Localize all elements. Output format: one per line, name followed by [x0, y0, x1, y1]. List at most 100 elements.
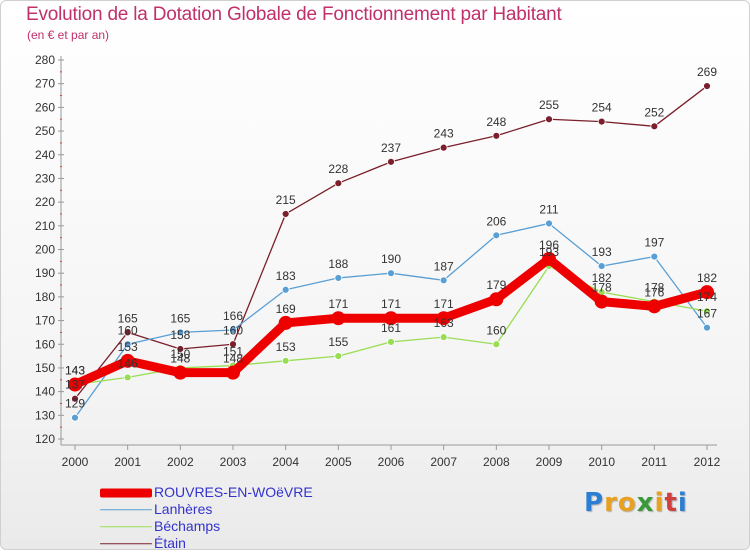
- y-tick-label: 280: [35, 53, 55, 67]
- data-label: 182: [592, 271, 612, 285]
- data-label: 166: [223, 309, 243, 323]
- x-tick-label: 2010: [588, 455, 615, 469]
- y-tick-label: 200: [35, 243, 55, 257]
- x-tick-label: 2006: [378, 455, 405, 469]
- y-tick-label: 210: [35, 219, 55, 233]
- data-label: 215: [276, 193, 296, 207]
- y-tick-label: 150: [35, 361, 55, 375]
- data-label: 248: [486, 115, 506, 129]
- data-label: 161: [381, 321, 401, 335]
- data-point: [68, 377, 82, 392]
- data-label: 160: [118, 323, 138, 337]
- data-point: [700, 285, 714, 300]
- data-label: 148: [170, 352, 190, 366]
- data-label: 153: [118, 340, 138, 354]
- data-point: [492, 131, 501, 140]
- data-point: [176, 345, 185, 353]
- data-label: 151: [223, 345, 243, 359]
- data-point: [545, 219, 553, 228]
- data-label: 150: [170, 347, 190, 361]
- data-label: 193: [592, 245, 612, 259]
- x-tick-label: 2012: [694, 455, 721, 469]
- proxiti-logo: Proxiti: [584, 488, 688, 518]
- series-3: [71, 82, 711, 403]
- y-tick-label: 220: [35, 195, 55, 209]
- series-0: [68, 251, 714, 392]
- data-point: [120, 353, 135, 368]
- data-labels: 137 165 158 160 215 228 237 243 248 255 254 252 269 1…: [65, 65, 717, 411]
- data-point: [703, 82, 711, 90]
- data-point: [176, 328, 185, 337]
- y-tick-label: 270: [35, 77, 55, 91]
- data-label: 188: [328, 257, 348, 271]
- x-tick-label: 2004: [272, 455, 299, 469]
- data-point: [334, 274, 343, 282]
- x-tick-label: 2003: [220, 455, 247, 469]
- data-point: [703, 323, 711, 332]
- data-point: [226, 365, 240, 380]
- legend-swatch: [100, 542, 152, 545]
- data-label: 187: [434, 259, 454, 273]
- data-point: [703, 307, 711, 315]
- x-tick-label: 2008: [483, 455, 510, 469]
- data-point: [71, 413, 79, 422]
- data-label: 160: [223, 323, 243, 337]
- data-label: 171: [434, 297, 454, 311]
- y-tick-label: 190: [35, 266, 55, 280]
- data-label: 269: [697, 65, 717, 79]
- data-point: [436, 311, 451, 326]
- data-label: 197: [644, 236, 664, 250]
- data-point: [439, 333, 448, 342]
- data-point: [439, 276, 448, 285]
- legend-label: Lanhères: [154, 501, 213, 517]
- data-point: [71, 394, 79, 403]
- data-label: 190: [381, 252, 401, 266]
- data-point: [281, 356, 290, 365]
- data-point: [278, 315, 293, 330]
- data-label: 148: [223, 352, 243, 366]
- y-tick-label: 130: [35, 408, 55, 422]
- data-label: 196: [539, 238, 559, 252]
- data-label: 228: [328, 162, 348, 176]
- data-label: 255: [539, 98, 559, 112]
- data-label: 178: [644, 281, 664, 295]
- legend-label: ROUVRES-EN-WOëVRE: [154, 484, 313, 500]
- data-point: [281, 285, 290, 294]
- data-label: 183: [276, 269, 296, 283]
- data-label: 163: [434, 316, 454, 330]
- data-label: 254: [592, 101, 612, 115]
- data-label: 165: [118, 311, 138, 325]
- data-label: 169: [276, 302, 296, 316]
- legend-swatch: [100, 525, 152, 528]
- data-label: 153: [276, 340, 296, 354]
- data-point: [123, 373, 132, 382]
- data-point: [387, 269, 395, 278]
- data-label: 160: [486, 323, 506, 337]
- legend-swatch: [100, 508, 152, 511]
- y-tick-label: 140: [35, 385, 55, 399]
- data-label: 137: [65, 378, 85, 392]
- data-label: 243: [434, 127, 454, 141]
- x-tick-label: 2011: [641, 455, 667, 469]
- data-point: [597, 117, 606, 126]
- y-tick-label: 160: [35, 337, 55, 351]
- data-label: 193: [539, 245, 559, 259]
- data-point: [229, 326, 237, 334]
- data-point: [594, 294, 609, 309]
- data-label: 211: [539, 202, 558, 216]
- data-label: 206: [486, 214, 506, 228]
- data-point: [650, 122, 659, 131]
- legend-label: Étain: [154, 535, 186, 551]
- x-tick-label: 2000: [62, 455, 89, 469]
- data-point: [334, 352, 343, 360]
- y-tick-label: 180: [35, 290, 55, 304]
- x-tick-label: 2002: [167, 455, 194, 469]
- data-point: [545, 115, 553, 124]
- y-tick-label: 260: [35, 100, 55, 114]
- data-point: [439, 143, 448, 152]
- y-tick-label: 120: [35, 432, 55, 446]
- data-label: 143: [65, 364, 85, 378]
- chart-subtitle: (en € et par an): [27, 28, 110, 42]
- x-tick-label: 2007: [430, 455, 457, 469]
- data-label: 158: [170, 328, 190, 342]
